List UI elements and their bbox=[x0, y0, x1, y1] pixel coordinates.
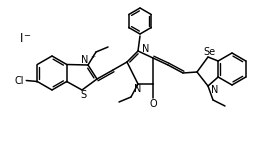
Text: N: N bbox=[134, 84, 142, 94]
Text: O: O bbox=[149, 99, 157, 109]
Text: N: N bbox=[142, 44, 149, 54]
Text: Se: Se bbox=[203, 47, 215, 57]
Text: N: N bbox=[211, 85, 218, 95]
Text: −: − bbox=[23, 31, 31, 40]
Text: S: S bbox=[80, 90, 86, 100]
Text: +: + bbox=[90, 55, 96, 60]
Text: I: I bbox=[20, 31, 24, 45]
Text: Cl: Cl bbox=[15, 75, 24, 85]
Text: N: N bbox=[81, 55, 89, 65]
